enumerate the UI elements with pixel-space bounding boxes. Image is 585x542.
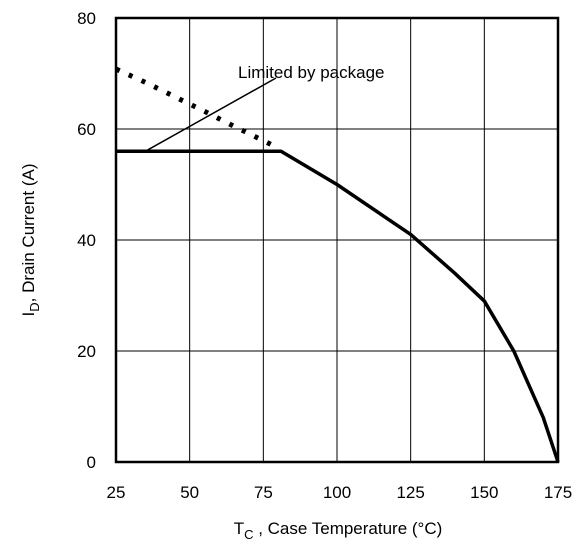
y-tick-label: 0 (87, 453, 96, 472)
y-axis-title-rest: , Drain Current (A) (19, 164, 38, 303)
y-tick-label: 80 (77, 9, 96, 28)
x-axis-title: TC , Case Temperature (°C) (234, 519, 443, 542)
grid-lines (115, 17, 559, 463)
y-axis-title: ID, Drain Current (A) (19, 164, 42, 317)
y-tick-label: 20 (77, 342, 96, 361)
y-tick-labels: 0 20 40 60 80 (77, 9, 96, 472)
y-tick-label: 40 (77, 231, 96, 250)
x-tick-label: 125 (396, 483, 424, 502)
x-tick-label: 50 (180, 483, 199, 502)
annotation-limited-by-package: Limited by package (238, 63, 384, 82)
y-tick-label: 60 (77, 120, 96, 139)
x-tick-label: 150 (470, 483, 498, 502)
x-tick-label: 175 (544, 483, 572, 502)
x-tick-label: 100 (323, 483, 351, 502)
x-axis-title-rest: , Case Temperature (°C) (253, 519, 442, 538)
x-axis-title-sub: C (244, 527, 253, 542)
plot-frame (114, 16, 560, 464)
series-layer (114, 66, 560, 463)
x-tick-label: 75 (254, 483, 273, 502)
x-axis-title-main: T (234, 519, 244, 538)
y-axis-title-sub: D (27, 302, 42, 311)
x-tick-labels: 25 50 75 100 125 150 175 (107, 483, 573, 502)
annotation-leader-line (145, 77, 277, 152)
drain-current-curve (116, 149, 560, 463)
annotation-layer: Limited by package (145, 63, 384, 152)
y-axis-title-main: I (19, 312, 38, 317)
x-tick-label: 25 (107, 483, 126, 502)
